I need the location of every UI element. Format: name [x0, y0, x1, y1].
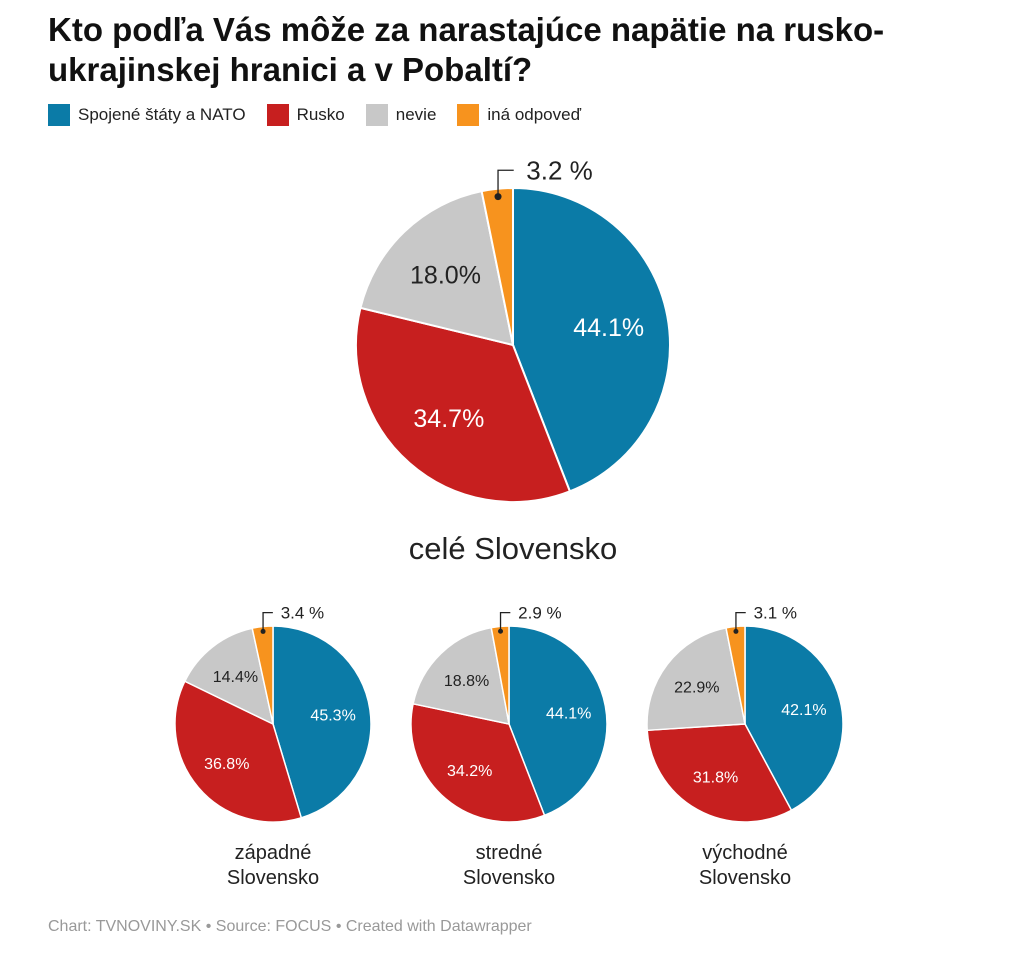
pie-chart-central: 44.1% 34.2% 18.8% 2.9 %	[410, 604, 608, 823]
legend-swatch-gray	[365, 104, 388, 126]
leader-dot	[494, 193, 502, 201]
slice-value-label-dont-know: 22.9%	[674, 680, 719, 697]
legend-item-dont-know: nevie	[365, 104, 437, 126]
pie-slice-usa-nato[interactable]	[508, 625, 608, 817]
footer-separator: •	[335, 918, 342, 935]
footer-datawrapper-link[interactable]: Created with Datawrapper	[345, 918, 532, 935]
pie-chart-west: 45.3% 36.8% 14.4% 3.4 %	[174, 604, 372, 823]
footer-source: Source: FOCUS	[215, 918, 332, 935]
slice-value-label-dont-know: 18.0%	[410, 262, 481, 290]
legend: Spojené štáty a NATO Rusko nevie iná odp…	[48, 104, 602, 126]
pie-chart-east: 42.1% 31.8% 22.9% 3.1 %	[646, 604, 844, 823]
legend-swatch-blue	[48, 104, 70, 126]
legend-label: Spojené štáty a NATO	[78, 105, 246, 124]
pie-title: východné Slovensko	[698, 841, 792, 889]
legend-label: iná odpoveď	[487, 105, 582, 124]
slice-value-label-usa-nato: 44.1%	[546, 705, 591, 722]
legend-item-other: iná odpoveď	[457, 104, 581, 126]
pie-slice-usa-nato[interactable]	[744, 625, 844, 812]
footer: Chart: TVNOVINY.SK • Source: FOCUS • Cre…	[48, 918, 532, 936]
pie-slice-russia[interactable]	[355, 306, 571, 503]
legend-item-usa-nato: Spojené štáty a NATO	[48, 104, 246, 126]
pie-slice-russia[interactable]	[646, 723, 793, 823]
pie-slice-russia[interactable]	[410, 703, 546, 823]
slice-value-label-russia: 31.8%	[693, 770, 738, 787]
footer-separator: •	[205, 918, 212, 935]
leader-line	[497, 169, 514, 197]
slice-value-label-other: 2.9 %	[518, 604, 561, 623]
pie-chart-whole-slovakia: 44.1% 34.7% 18.0% 3.2 %	[355, 155, 671, 503]
pie-slice-usa-nato[interactable]	[272, 625, 372, 819]
legend-swatch-red	[266, 104, 289, 126]
pie-slice-dont-know[interactable]	[359, 190, 514, 346]
pie-slice-russia[interactable]	[174, 680, 303, 823]
pie-slice-other[interactable]	[480, 187, 514, 346]
chart-title: Kto podľa Vás môže za narastajúce napäti…	[48, 11, 885, 88]
slice-value-label-usa-nato: 44.1%	[573, 314, 644, 342]
pie-title: stredné Slovensko	[462, 841, 556, 889]
pie-slice-usa-nato[interactable]	[512, 187, 671, 493]
leader-dot	[733, 628, 739, 634]
pie-slice-dont-know[interactable]	[184, 627, 274, 725]
slice-value-label-russia: 34.2%	[447, 763, 492, 780]
legend-swatch-orange	[457, 104, 480, 126]
leader-line	[262, 612, 273, 632]
pie-title: celé Slovensko	[408, 531, 618, 566]
slice-value-label-dont-know: 18.8%	[444, 673, 489, 690]
leader-line	[499, 612, 511, 632]
leader-dot	[260, 628, 266, 634]
slice-value-label-russia: 36.8%	[204, 756, 249, 773]
pie-slice-dont-know[interactable]	[412, 626, 510, 725]
footer-chart-credit: Chart: TVNOVINY.SK	[48, 918, 202, 935]
slice-value-label-other: 3.2 %	[526, 155, 593, 185]
slice-value-label-other: 3.4 %	[281, 604, 324, 623]
slice-value-label-other: 3.1 %	[754, 604, 797, 623]
slice-value-label-usa-nato: 45.3%	[310, 708, 355, 725]
legend-label: Rusko	[296, 105, 345, 124]
pie-slice-dont-know[interactable]	[646, 627, 746, 732]
slice-value-label-russia: 34.7%	[413, 405, 484, 433]
slice-value-label-dont-know: 14.4%	[213, 669, 258, 686]
leader-dot	[498, 628, 504, 634]
slice-value-label-usa-nato: 42.1%	[781, 702, 826, 719]
leader-line	[735, 612, 746, 632]
legend-label: nevie	[395, 105, 437, 124]
pie-title: západné Slovensko	[226, 841, 320, 889]
legend-item-russia: Rusko	[266, 104, 345, 126]
